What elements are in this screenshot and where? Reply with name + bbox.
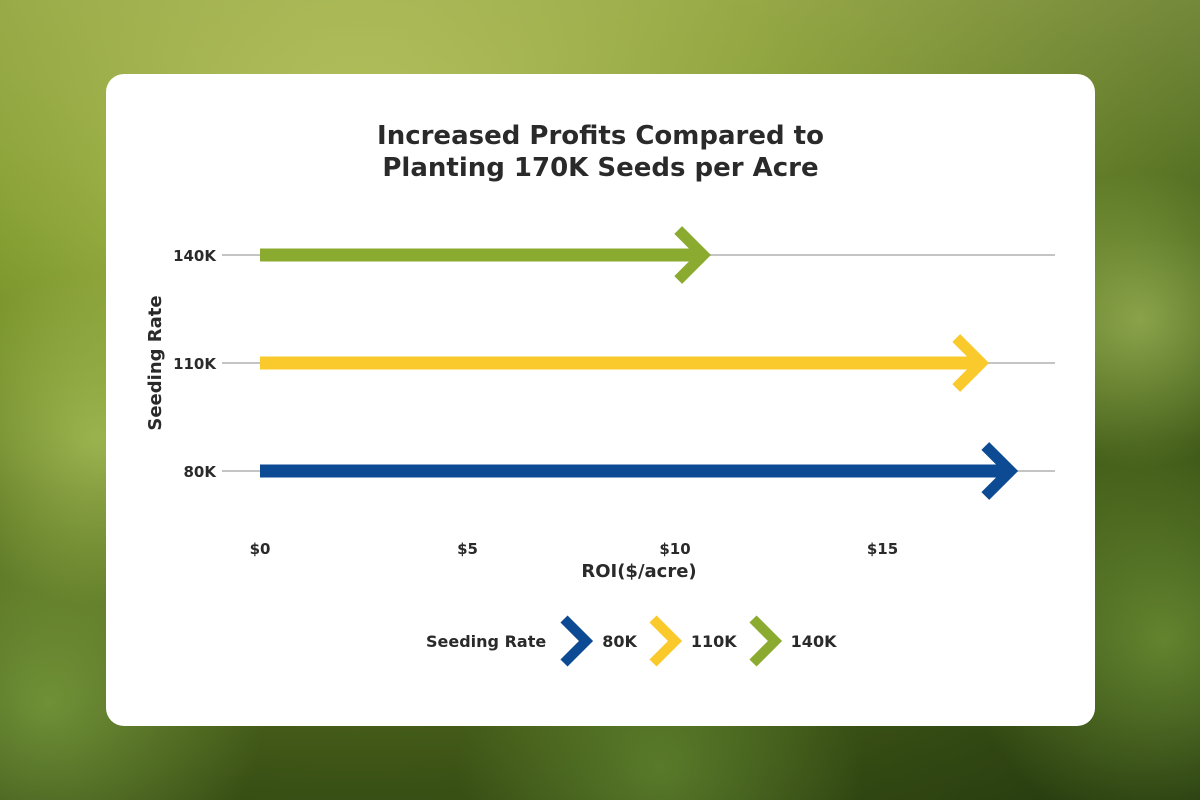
bar-arrowhead-110k (952, 334, 990, 392)
x-tick-label-0: $0 (250, 540, 271, 558)
x-tick-label-5: $5 (457, 540, 478, 558)
bar-arrowhead-140k (674, 226, 711, 284)
legend-item-80k: 80K (556, 611, 637, 671)
legend-label-140k: 140K (790, 631, 837, 651)
y-tick-label-140k: 140K (173, 247, 217, 265)
y-tick-label-80k: 80K (184, 463, 218, 481)
legend-arrow-80k-icon (560, 615, 594, 667)
x-axis-title: ROI($/acre) (581, 561, 696, 582)
legend-label-80k: 80K (602, 631, 637, 651)
legend: Seeding Rate 80K 110K 140K (426, 611, 844, 671)
legend-item-110k: 110K (645, 611, 737, 671)
bar-80k (260, 442, 1019, 500)
y-axis-title: Seeding Rate (145, 295, 166, 430)
chart-card: Increased Profits Compared to Planting 1… (106, 74, 1095, 726)
bar-arrowhead-80k (981, 442, 1019, 500)
bar-110k (260, 334, 990, 392)
legend-arrow-140k-icon (749, 615, 782, 667)
chart-title-line-2: Planting 170K Seeds per Acre (382, 153, 819, 183)
chart-title: Increased Profits Compared to Planting 1… (106, 120, 1095, 184)
legend-title: Seeding Rate (426, 631, 547, 651)
y-tick-label-110k: 110K (173, 355, 217, 373)
legend-arrow-110k-icon (649, 615, 682, 667)
legend-label-110k: 110K (690, 631, 737, 651)
x-tick-label-10: $10 (659, 540, 690, 558)
chart-title-line-1: Increased Profits Compared to (377, 121, 824, 151)
chart-plot: 140K 110K 80K $0 $5 $10 $15 ROI($/acre) Seedi… (145, 226, 1055, 582)
x-tick-label-15: $15 (867, 540, 898, 558)
bar-140k (260, 226, 711, 284)
legend-item-140k: 140K (745, 611, 837, 671)
